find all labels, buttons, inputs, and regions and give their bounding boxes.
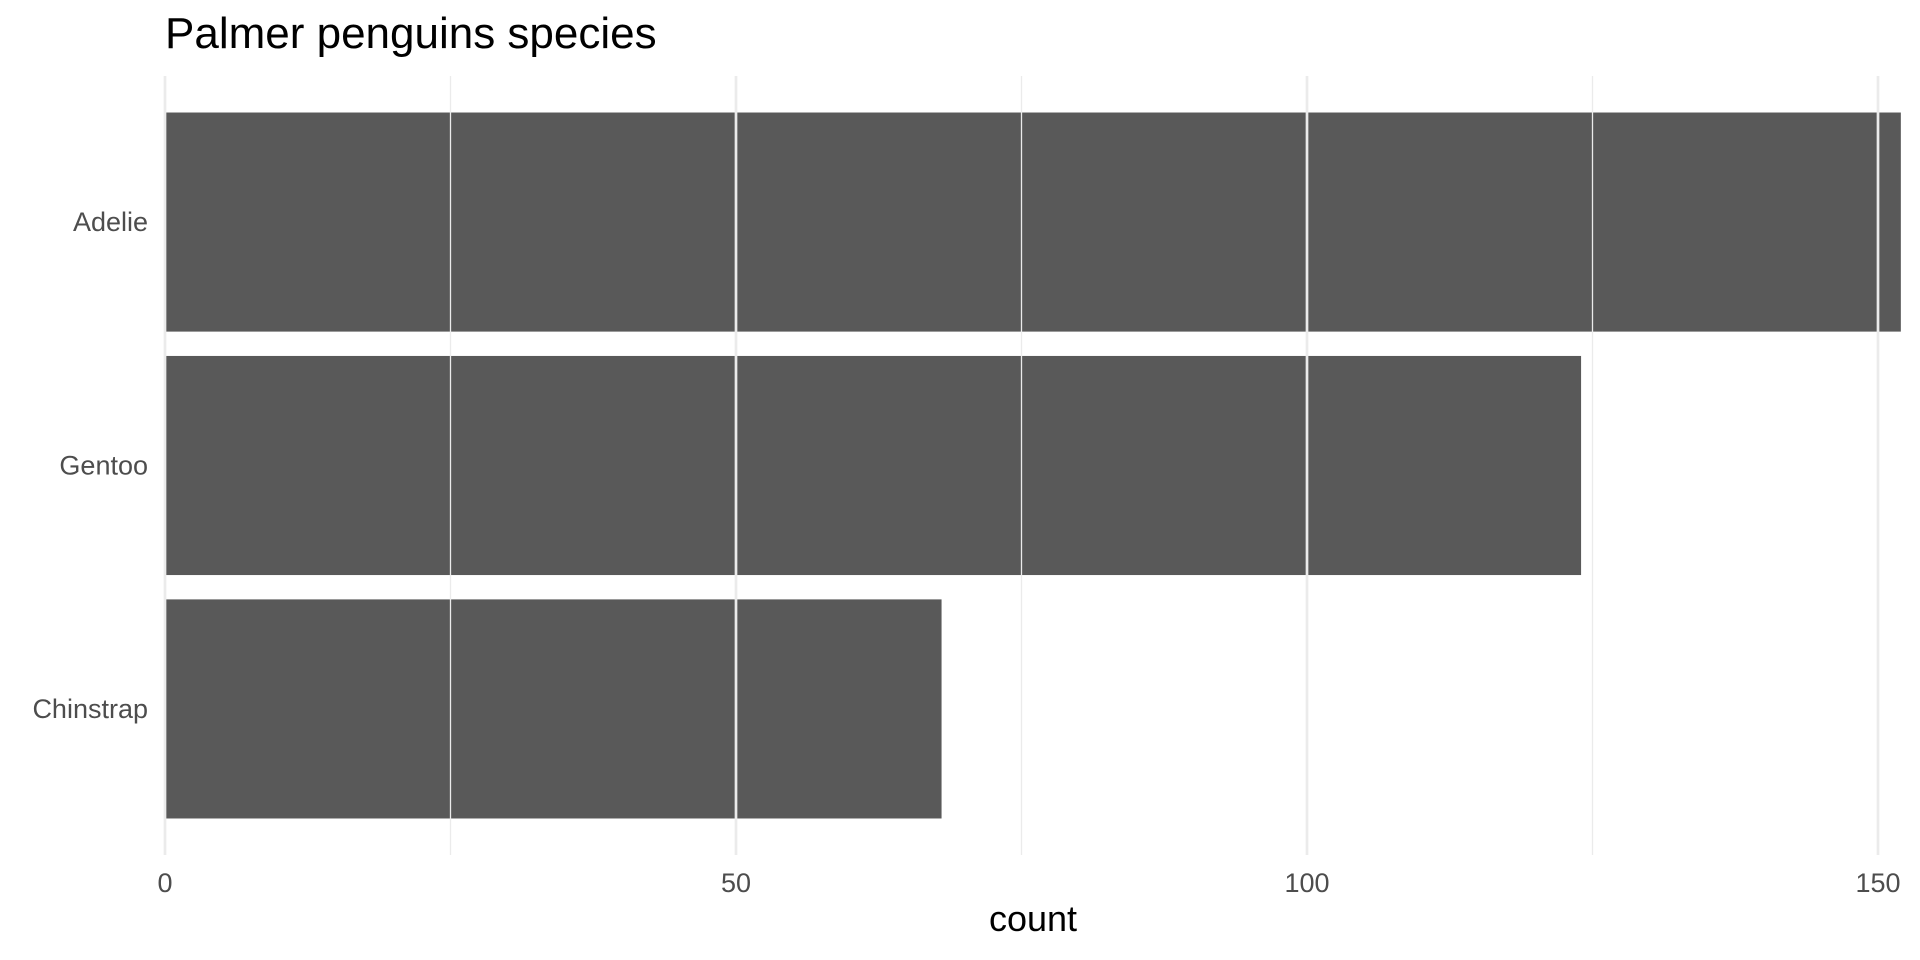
bar-adelie bbox=[165, 112, 1901, 332]
bars bbox=[165, 112, 1901, 819]
grid-lines bbox=[163, 76, 1880, 855]
y-axis-labels: Adelie Gentoo Chinstrap bbox=[32, 207, 148, 724]
x-tick-label: 100 bbox=[1284, 868, 1329, 898]
x-tick-label: 50 bbox=[721, 868, 751, 898]
bar-gentoo bbox=[165, 355, 1582, 576]
x-tick-label: 0 bbox=[157, 868, 172, 898]
y-tick-label: Adelie bbox=[73, 207, 148, 237]
x-axis-title: count bbox=[989, 898, 1077, 939]
y-tick-label: Gentoo bbox=[59, 451, 148, 481]
x-axis-labels: 0 50 100 150 bbox=[157, 868, 1900, 898]
x-tick-label: 150 bbox=[1855, 868, 1900, 898]
chart-title: Palmer penguins species bbox=[165, 9, 657, 58]
y-tick-label: Chinstrap bbox=[32, 694, 148, 724]
bar-chinstrap bbox=[165, 599, 942, 819]
